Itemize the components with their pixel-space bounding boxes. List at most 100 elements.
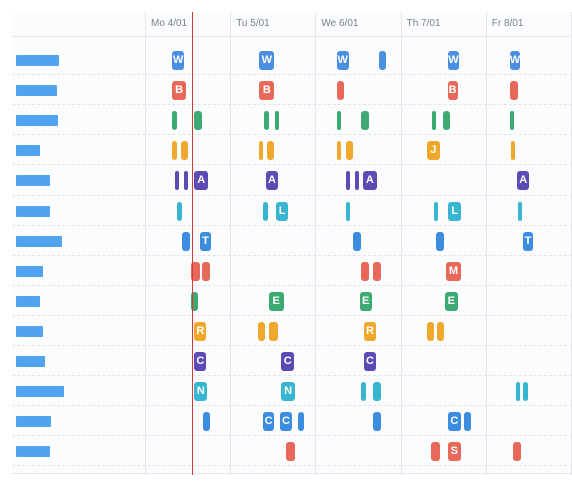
event-chip[interactable]: A: [194, 171, 208, 191]
event-chip[interactable]: [286, 442, 295, 462]
resource-name-placeholder[interactable]: [16, 235, 62, 247]
event-chip[interactable]: [202, 261, 210, 281]
event-chip[interactable]: T: [523, 231, 533, 251]
event-chip[interactable]: W: [509, 51, 520, 70]
event-chip[interactable]: [191, 291, 198, 311]
event-chip[interactable]: B: [447, 81, 458, 101]
event-chip[interactable]: A: [363, 171, 377, 191]
event-chip[interactable]: A: [517, 171, 530, 191]
event-chip[interactable]: [258, 321, 266, 341]
day-header-label: Fr 8/01: [491, 18, 524, 29]
resource-name-placeholder[interactable]: [16, 115, 58, 127]
event-chip[interactable]: [437, 321, 444, 341]
event-chip[interactable]: [443, 111, 450, 131]
event-chip[interactable]: [372, 261, 381, 281]
event-chip[interactable]: [269, 321, 278, 341]
event-chip[interactable]: [523, 382, 528, 402]
event-chip[interactable]: N: [281, 382, 295, 402]
event-chip[interactable]: [184, 171, 189, 191]
event-chip[interactable]: [266, 141, 275, 161]
event-chip[interactable]: [194, 111, 203, 131]
resource-name-placeholder[interactable]: [16, 446, 50, 458]
event-chip[interactable]: L: [276, 201, 289, 221]
event-chip[interactable]: W: [447, 51, 460, 70]
event-chip[interactable]: C: [279, 412, 293, 432]
event-chip[interactable]: E: [444, 291, 458, 311]
event-chip[interactable]: N: [194, 382, 208, 402]
event-chip[interactable]: [336, 141, 341, 161]
event-chip[interactable]: J: [427, 141, 440, 161]
event-chip[interactable]: [432, 111, 437, 131]
event-chip[interactable]: [361, 382, 366, 402]
event-chip[interactable]: [352, 231, 361, 251]
event-chip[interactable]: [346, 201, 351, 221]
event-chip[interactable]: [427, 321, 434, 341]
event-chip[interactable]: [509, 81, 519, 101]
resource-name-placeholder[interactable]: [16, 85, 57, 97]
event-chip[interactable]: E: [268, 291, 284, 311]
event-chip[interactable]: C: [281, 352, 295, 371]
event-chip[interactable]: [259, 141, 264, 161]
resource-name-placeholder[interactable]: [16, 356, 45, 367]
event-chip[interactable]: L: [448, 201, 462, 221]
event-chip[interactable]: B: [259, 81, 275, 101]
event-chip[interactable]: [346, 141, 353, 161]
event-chip[interactable]: T: [200, 231, 211, 251]
event-chip[interactable]: [202, 412, 210, 432]
event-chip[interactable]: S: [447, 442, 462, 462]
event-chip[interactable]: [373, 382, 381, 402]
event-chip[interactable]: W: [336, 51, 349, 70]
resource-name-placeholder[interactable]: [16, 416, 51, 428]
event-chip[interactable]: [431, 442, 440, 462]
event-chip[interactable]: W: [172, 51, 185, 70]
resource-name-placeholder[interactable]: [16, 386, 64, 398]
resource-name-placeholder[interactable]: [16, 55, 59, 66]
event-chip[interactable]: R: [194, 321, 207, 341]
event-chip[interactable]: [180, 141, 188, 161]
event-chip[interactable]: C: [364, 352, 376, 371]
event-chip[interactable]: W: [259, 51, 275, 70]
event-chip[interactable]: [297, 412, 305, 432]
resource-name-placeholder[interactable]: [16, 205, 50, 217]
resource-name-placeholder[interactable]: [16, 265, 43, 277]
row-divider: [12, 224, 572, 226]
event-chip[interactable]: B: [172, 81, 186, 101]
event-chip[interactable]: C: [194, 352, 207, 371]
day-separator: [400, 12, 402, 476]
event-chip[interactable]: [174, 171, 180, 191]
event-chip[interactable]: [336, 111, 341, 131]
resource-name-placeholder[interactable]: [16, 295, 40, 307]
event-chip[interactable]: [336, 81, 345, 101]
event-chip[interactable]: [372, 412, 381, 432]
event-chip[interactable]: C: [262, 412, 275, 432]
event-chip[interactable]: [181, 231, 191, 251]
event-chip[interactable]: E: [359, 291, 372, 311]
event-chip[interactable]: [511, 141, 516, 161]
event-chip[interactable]: [172, 141, 177, 161]
event-chip[interactable]: [360, 261, 370, 281]
event-chip[interactable]: A: [266, 171, 278, 191]
event-chip[interactable]: [515, 382, 520, 402]
event-chip[interactable]: [518, 201, 523, 221]
event-chip[interactable]: [360, 111, 370, 131]
event-chip[interactable]: [346, 171, 351, 191]
resource-name-placeholder[interactable]: [16, 325, 43, 337]
event-chip[interactable]: [354, 171, 359, 191]
event-chip[interactable]: [463, 412, 472, 432]
event-chip[interactable]: [379, 51, 387, 70]
event-chip[interactable]: [509, 111, 514, 131]
event-chip[interactable]: M: [445, 261, 462, 281]
event-chip[interactable]: R: [364, 321, 376, 341]
event-chip[interactable]: [274, 111, 279, 131]
event-chip[interactable]: C: [447, 412, 462, 432]
resource-name-placeholder[interactable]: [16, 145, 40, 157]
event-chip[interactable]: [263, 201, 268, 221]
event-chip[interactable]: [264, 111, 269, 131]
event-chip[interactable]: [191, 261, 200, 281]
event-chip[interactable]: [172, 111, 177, 131]
event-chip[interactable]: [436, 231, 445, 251]
event-chip[interactable]: [433, 201, 439, 221]
event-chip[interactable]: [513, 442, 521, 462]
resource-name-placeholder[interactable]: [16, 175, 50, 187]
event-chip[interactable]: [177, 201, 182, 221]
